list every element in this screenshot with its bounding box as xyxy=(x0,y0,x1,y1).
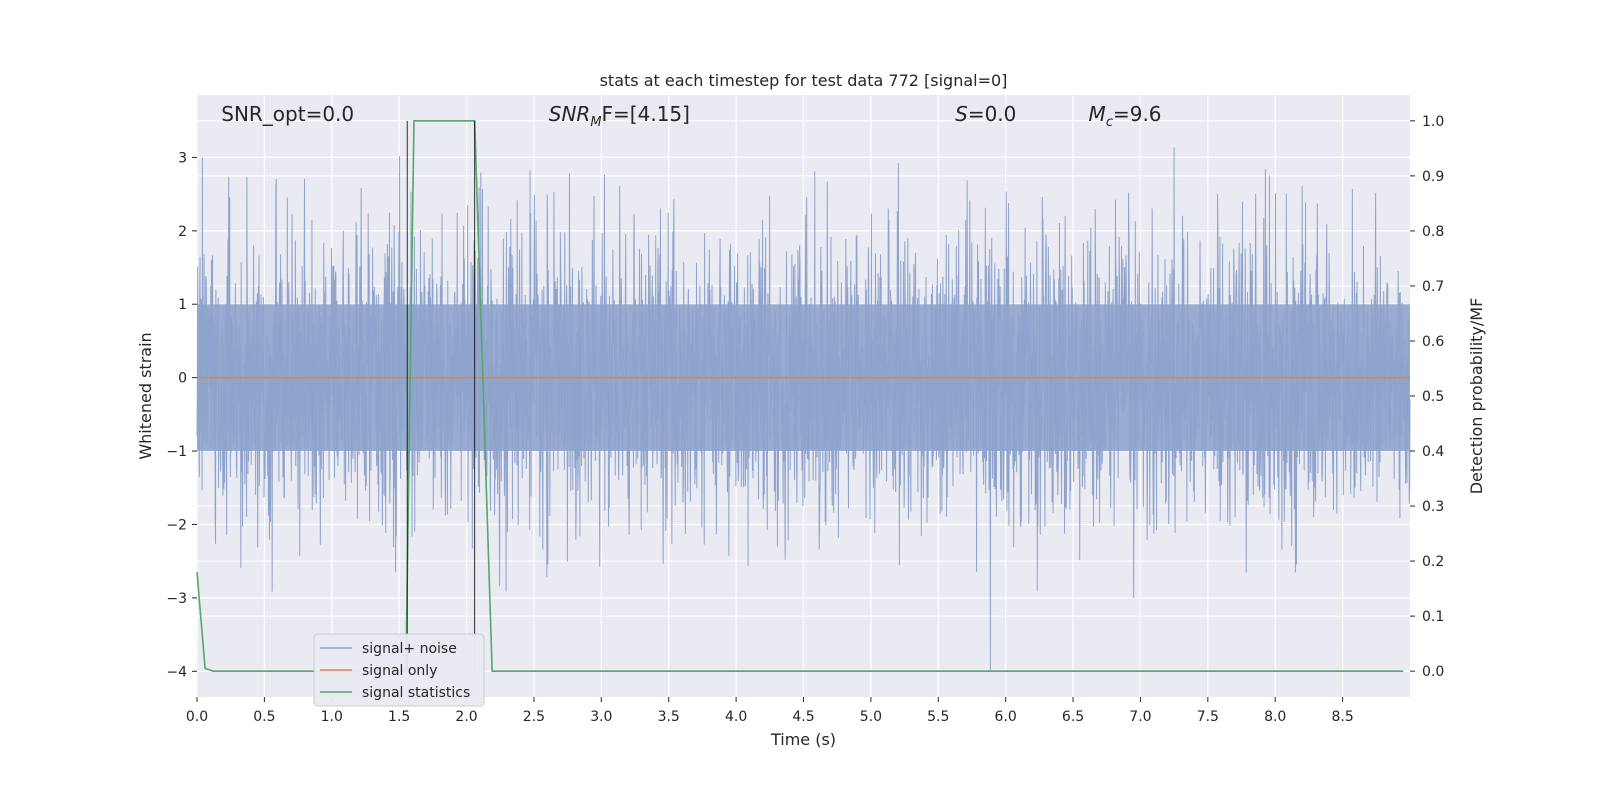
y-tick-label-right: 0.3 xyxy=(1422,499,1444,515)
x-tick-label: 1.5 xyxy=(388,709,410,725)
y-tick-label-right: 0.5 xyxy=(1422,389,1444,405)
legend-entry-2: signal statistics xyxy=(362,685,470,701)
x-axis-label: Time (s) xyxy=(770,730,836,749)
y-tick-label-right: 0.4 xyxy=(1422,444,1444,460)
x-tick-label: 5.0 xyxy=(860,709,882,725)
x-tick-label: 2.5 xyxy=(523,709,545,725)
x-tick-label: 8.5 xyxy=(1331,709,1353,725)
y-tick-label-left: −1 xyxy=(166,444,187,460)
x-tick-label: 6.0 xyxy=(995,709,1017,725)
x-tick-label: 3.0 xyxy=(590,709,612,725)
annotation-2: S=0.0 xyxy=(955,102,1016,126)
y-tick-label-left: 1 xyxy=(178,297,187,313)
x-tick-label: 6.5 xyxy=(1062,709,1084,725)
x-tick-label: 0.5 xyxy=(253,709,275,725)
x-tick-label: 2.0 xyxy=(455,709,477,725)
x-tick-label: 7.5 xyxy=(1197,709,1219,725)
y-axis-label-right: Detection probability/MF xyxy=(1467,298,1486,495)
x-tick-label: 4.5 xyxy=(792,709,814,725)
x-tick-label: 3.5 xyxy=(658,709,680,725)
noise-trace xyxy=(196,147,1411,672)
x-tick-label: 7.0 xyxy=(1129,709,1151,725)
x-tick-label: 4.0 xyxy=(725,709,747,725)
x-tick-label: 5.5 xyxy=(927,709,949,725)
y-tick-label-left: 3 xyxy=(178,150,187,166)
y-tick-label-right: 0.7 xyxy=(1422,279,1444,295)
annotations: SNR_opt=0.0 SNRMF=[4.15] S=0.0 Mc=9.6 xyxy=(221,102,1161,130)
legend-entry-0: signal+ noise xyxy=(362,641,457,657)
y-tick-label-left: −3 xyxy=(166,591,187,607)
tick-labels: 0.0 0.5 1.0 1.5 2.0 2.5 3.0 3.5 4.0 4.5 5.0 5.5 6.0 6… xyxy=(166,114,1444,725)
y-tick-label-right: 1.0 xyxy=(1422,114,1444,130)
x-tick-label: 0.0 xyxy=(186,709,208,725)
y-tick-label-right: 0.8 xyxy=(1422,224,1444,240)
series-signal-statistics xyxy=(196,120,1404,672)
y-axis-label-left: Whitened strain xyxy=(136,332,155,459)
annotation-3: Mc=9.6 xyxy=(1089,102,1162,130)
x-tick-label: 8.0 xyxy=(1264,709,1286,725)
y-tick-label-left: −2 xyxy=(166,517,187,533)
vertical-markers xyxy=(406,120,476,672)
y-tick-label-right: 0.0 xyxy=(1422,664,1444,680)
y-tick-label-right: 0.6 xyxy=(1422,334,1444,350)
line-series-layer xyxy=(196,120,1410,672)
y-tick-label-right: 0.2 xyxy=(1422,554,1444,570)
y-tick-label-right: 0.1 xyxy=(1422,609,1444,625)
legend-entry-1: signal only xyxy=(362,663,437,679)
y-tick-label-right: 0.9 xyxy=(1422,169,1444,185)
y-tick-label-left: −4 xyxy=(166,664,187,680)
x-tick-label: 1.0 xyxy=(321,709,343,725)
y-tick-label-left: 0 xyxy=(178,371,187,387)
y-tick-label-left: 2 xyxy=(178,224,187,240)
annotation-0: SNR_opt=0.0 xyxy=(221,102,354,126)
annotation-1: SNRMF=[4.15] xyxy=(549,102,690,130)
legend-box xyxy=(313,633,485,707)
legend: signal+ noise signal only signal statistic… xyxy=(313,633,485,707)
chart-title: stats at each timestep for test data 772… xyxy=(600,71,1008,90)
